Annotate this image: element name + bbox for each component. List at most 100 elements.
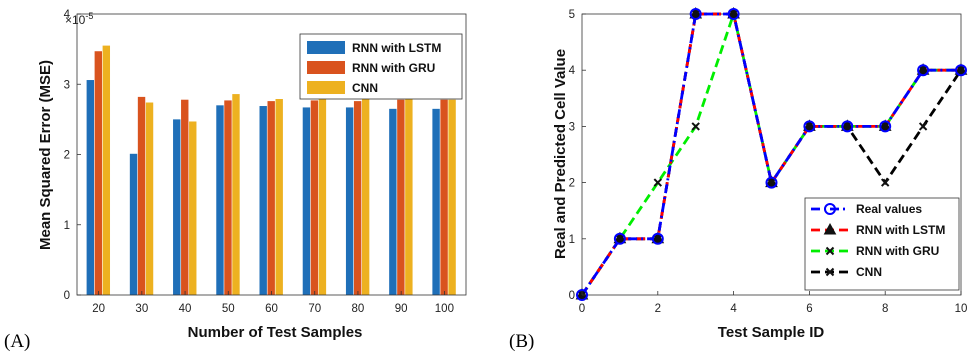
bar-y-multiplier: ×10-5 — [65, 11, 93, 27]
bar — [129, 153, 138, 295]
bar — [102, 45, 111, 295]
bar-chart: 0 1 2 3 4 20 30 40 50 60 70 80 90 100 ×10-5 Number o… — [37, 9, 467, 341]
line-y-axis-title: Real and Predicted Cell Value — [552, 49, 569, 259]
line-plot-frame — [581, 13, 962, 296]
bar-series-group — [86, 45, 456, 296]
y-tick-label: 5 — [569, 9, 575, 21]
bar — [310, 100, 319, 295]
marker-circle — [727, 8, 740, 20]
line-series-group — [575, 6, 968, 301]
marker-circle — [824, 203, 836, 215]
y-tick-label: 1 — [569, 234, 575, 246]
y-tick-label: 2 — [64, 150, 70, 162]
panel-label-b: (B) — [509, 331, 534, 352]
bar — [318, 97, 327, 295]
line-y-ticks: 0 1 2 3 4 5 — [569, 9, 586, 302]
x-tick-label: 80 — [352, 303, 365, 315]
y-tick-label: 4 — [64, 9, 71, 21]
bar — [448, 99, 456, 295]
legend-label: RNN with GRU — [352, 61, 435, 75]
x-tick-label: 2 — [655, 303, 661, 315]
panel-label-a: (A) — [4, 331, 30, 352]
x-tick-label: 40 — [179, 303, 192, 315]
x-tick-label: 30 — [135, 303, 148, 315]
bar-x-axis-title: Number of Test Samples — [188, 324, 363, 341]
bar-y-axis-title: Mean Squared Error (MSE) — [37, 60, 54, 250]
marker-x — [880, 178, 890, 187]
line-chart: 0 1 2 3 4 5 0 2 4 6 8 10 Test Sample ID Real and P… — [552, 6, 968, 341]
bar — [432, 108, 440, 296]
bar — [405, 97, 413, 295]
x-tick-label: 20 — [92, 303, 105, 315]
bar — [189, 121, 197, 295]
y-tick-label: 3 — [64, 79, 70, 91]
marker-triangle — [823, 222, 837, 235]
legend-label: CNN — [856, 265, 882, 279]
marker-triangle — [878, 119, 892, 131]
marker-x — [691, 122, 700, 131]
x-tick-label: 100 — [435, 303, 454, 315]
marker-circle — [765, 176, 778, 189]
bar — [275, 99, 283, 295]
x-tick-label: 50 — [222, 303, 235, 315]
bar — [397, 99, 405, 295]
bar — [86, 80, 95, 295]
y-tick-label: 4 — [569, 65, 576, 77]
legend-label: CNN — [352, 81, 378, 95]
marker-circle — [576, 289, 588, 301]
x-tick-label: 6 — [806, 303, 812, 315]
marker-circle — [955, 64, 967, 77]
bar — [259, 106, 267, 295]
legend-label: Real values — [856, 202, 922, 216]
legend-label: RNN with LSTM — [856, 223, 945, 237]
legend-swatch — [307, 61, 345, 74]
y-tick-label: 2 — [569, 178, 575, 190]
bar — [145, 102, 154, 295]
marker-circle — [803, 120, 816, 133]
marker-x — [653, 178, 663, 187]
bar — [137, 96, 146, 296]
marker-circle — [613, 232, 626, 245]
legend-label: RNN with LSTM — [352, 41, 441, 55]
y-tick-label: 3 — [569, 121, 575, 133]
bar — [181, 99, 189, 295]
bar — [216, 105, 224, 295]
x-tick-label: 10 — [955, 303, 968, 315]
series-line — [580, 12, 961, 296]
marker-x — [918, 122, 928, 131]
x-tick-label: 8 — [882, 303, 888, 315]
y-tick-label: 1 — [64, 220, 70, 232]
bar — [232, 94, 240, 296]
bar-legend: RNN with LSTM RNN with GRU CNN — [299, 33, 463, 100]
bar — [302, 107, 311, 296]
marker-circle — [689, 8, 702, 20]
bar — [361, 93, 370, 295]
legend-swatch — [307, 41, 345, 54]
line-x-ticks: 0 2 4 6 8 10 — [579, 291, 968, 315]
marker-x — [825, 246, 835, 256]
bar — [267, 101, 275, 295]
bar — [224, 100, 232, 295]
bar — [345, 107, 354, 296]
bar — [94, 51, 103, 295]
marker-circle — [651, 232, 664, 245]
y-tick-label: 0 — [64, 290, 70, 302]
bar — [353, 101, 362, 295]
marker-triangle — [803, 119, 816, 131]
legend-swatch — [307, 81, 345, 94]
x-tick-label: 4 — [730, 303, 737, 315]
marker-circle — [879, 120, 892, 133]
bar — [173, 119, 181, 295]
line-x-axis-title: Test Sample ID — [718, 324, 825, 341]
bar — [389, 108, 397, 296]
marker-circle — [917, 64, 930, 77]
x-tick-label: 70 — [308, 303, 321, 315]
legend-label: RNN with GRU — [856, 244, 939, 258]
x-tick-label: 60 — [265, 303, 278, 315]
bar-x-ticks: 20 30 40 50 60 70 80 90 100 — [92, 291, 454, 315]
bar — [440, 99, 448, 295]
line-legend: Real values RNN with LSTM RNN with GRU CNN — [804, 197, 960, 291]
x-tick-label: 90 — [395, 303, 408, 315]
marker-triangle — [840, 119, 854, 131]
